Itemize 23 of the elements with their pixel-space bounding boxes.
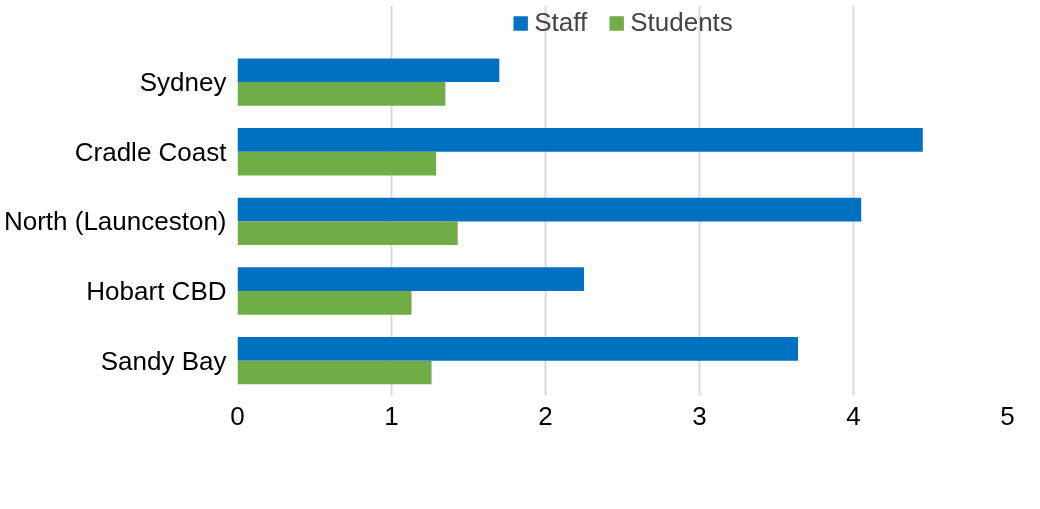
bar [237, 360, 432, 385]
bar [237, 267, 584, 292]
x-tick-label: 0 [230, 400, 245, 431]
bar [237, 337, 799, 361]
bar [237, 197, 862, 222]
y-tick-label: Cradle Coast [74, 136, 228, 167]
bar [237, 151, 437, 176]
legend-label: Staff [534, 7, 588, 38]
y-tick-label: Hobart CBD [86, 276, 227, 307]
x-tick-label: 1 [384, 400, 399, 431]
x-tick-label: 3 [692, 400, 707, 431]
x-tick-label: 4 [846, 400, 861, 431]
bar [237, 291, 412, 315]
bar [237, 82, 446, 106]
y-tick-label: North (Launceston) [3, 206, 227, 237]
y-tick-label: Sandy Bay [100, 345, 227, 376]
legend-label: Students [630, 7, 733, 38]
x-tick-label: 2 [538, 400, 553, 431]
x-tick-label: 5 [1000, 400, 1015, 431]
bar [237, 58, 500, 83]
bar [237, 128, 923, 152]
y-tick-label: Sydney [139, 67, 227, 98]
bar [237, 221, 458, 246]
